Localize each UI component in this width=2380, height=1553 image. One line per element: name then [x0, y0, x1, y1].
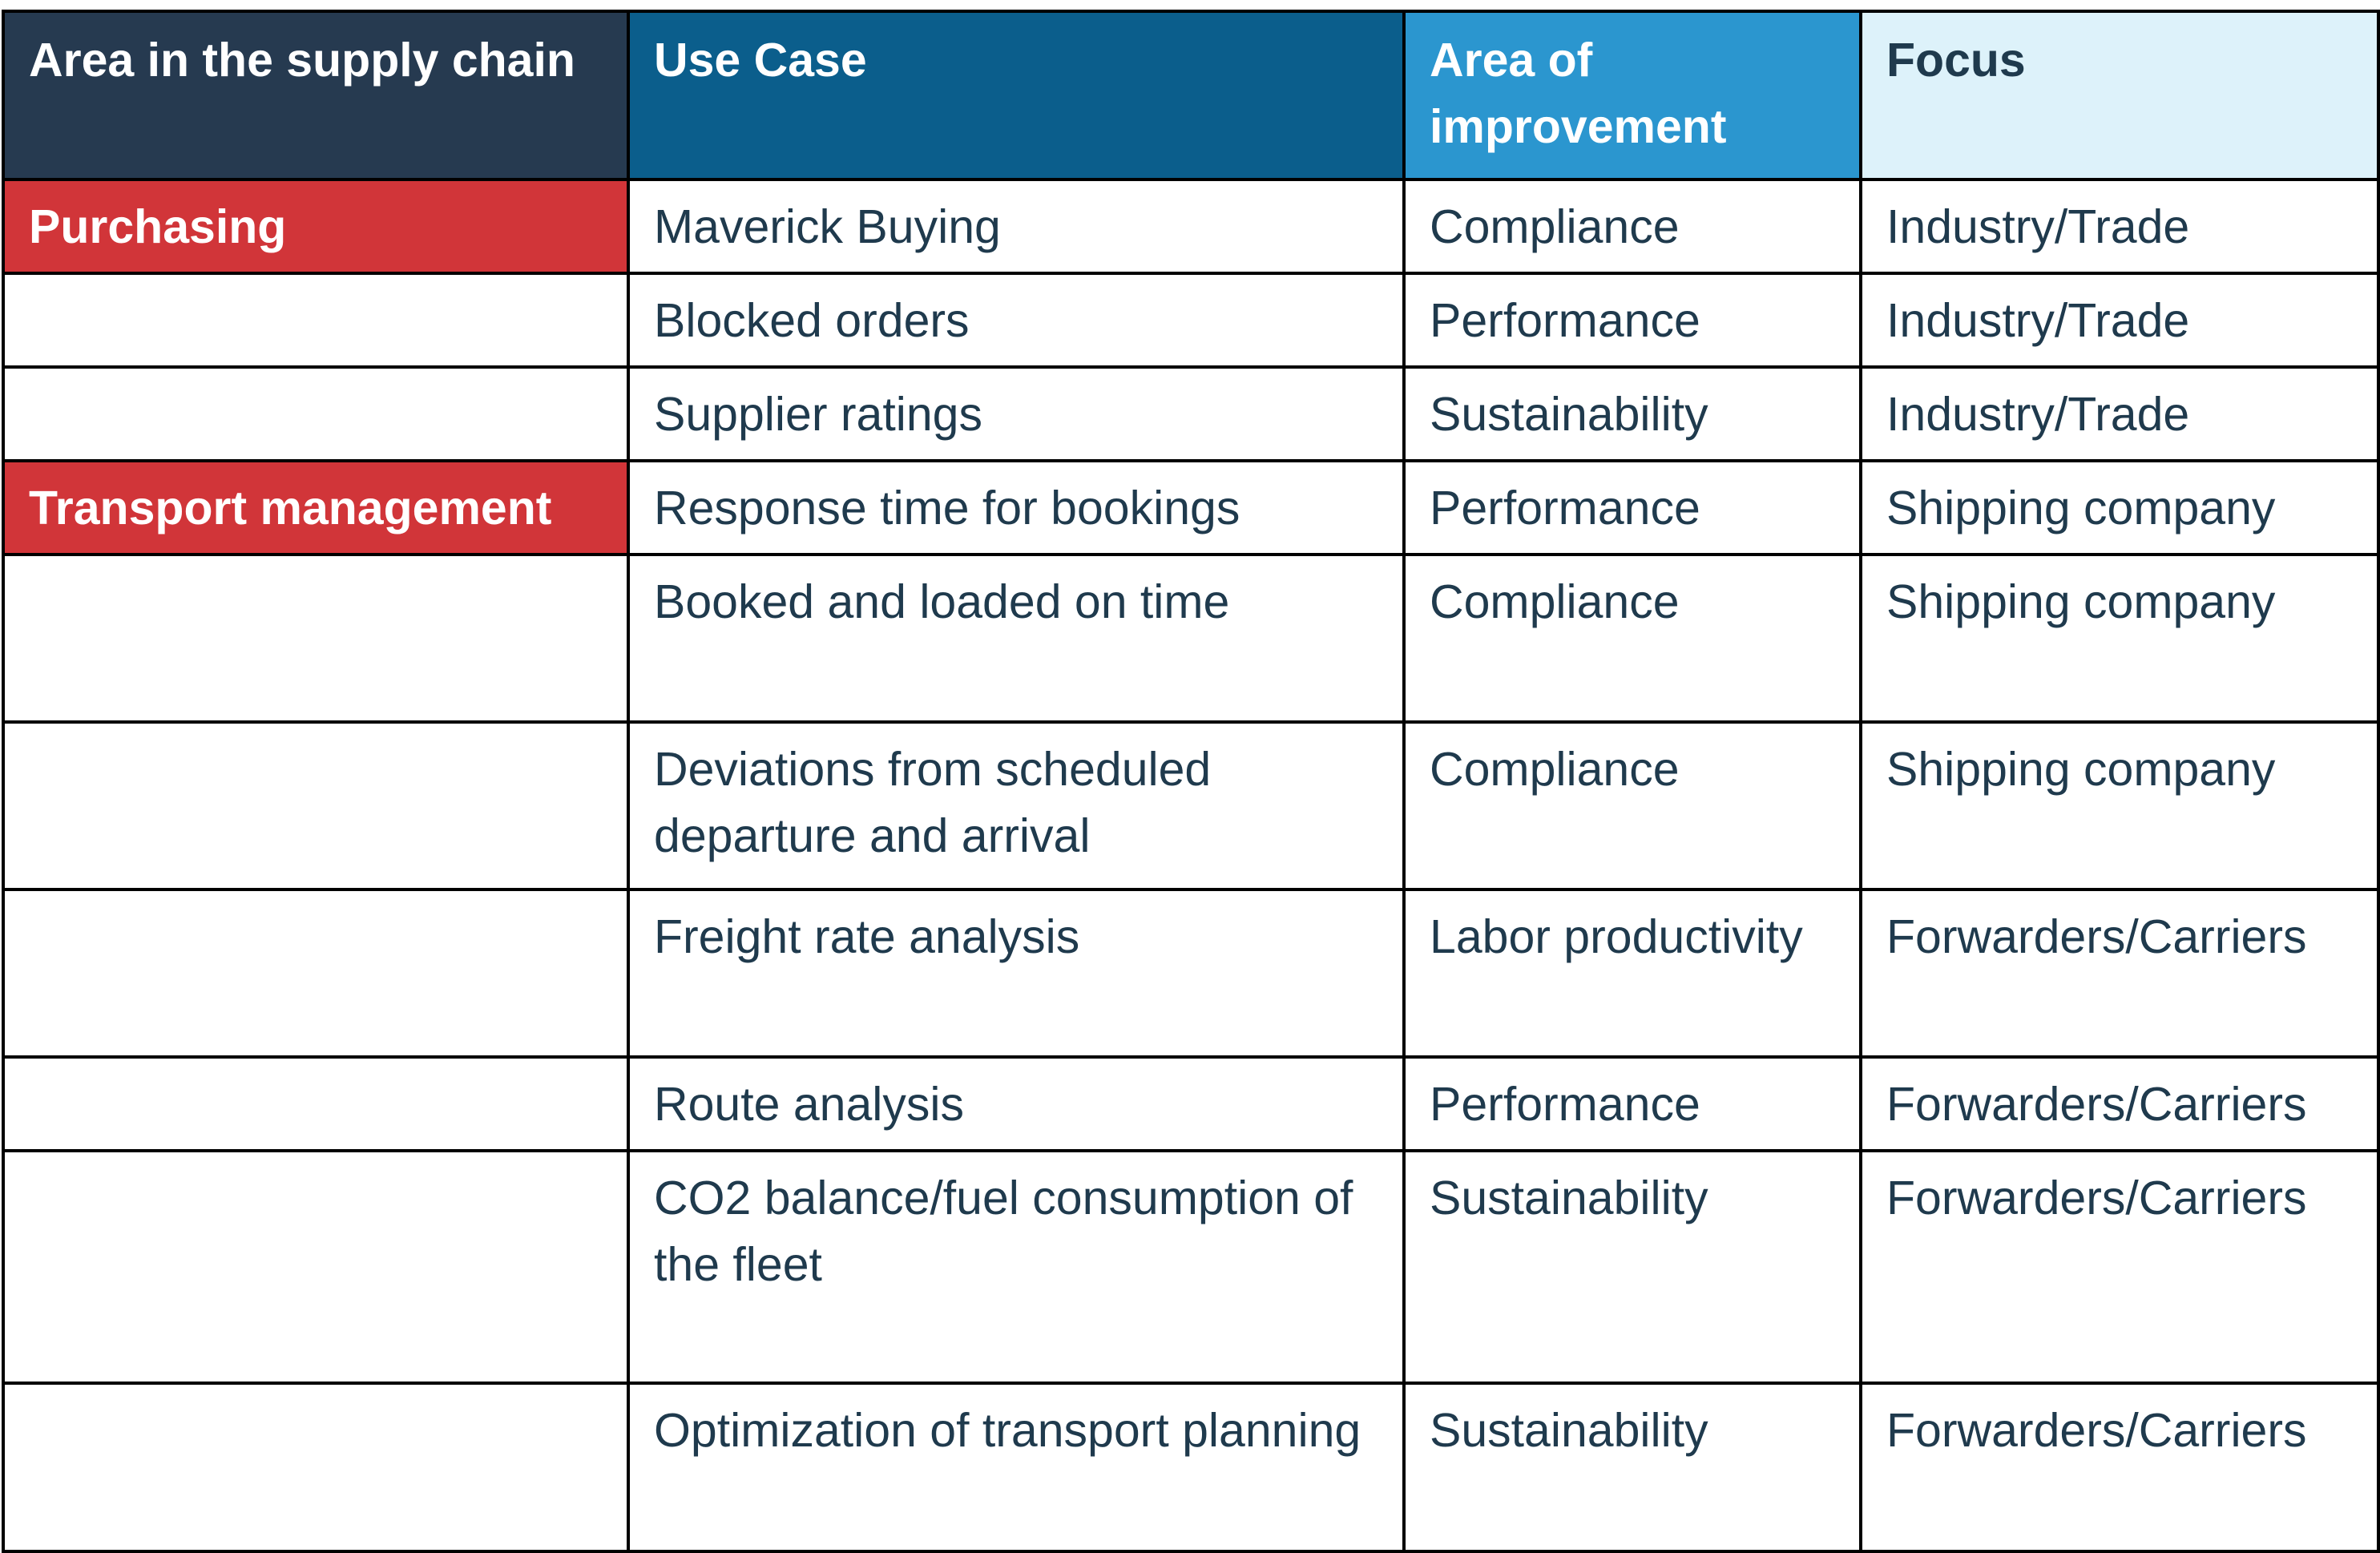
table-row: Purchasing Maverick Buying Compliance In… [2, 178, 2380, 275]
area-cell [2, 1149, 630, 1385]
header-area: Area in the supply chain [2, 10, 630, 181]
table-row: Freight rate analysis Labor productivity… [2, 888, 2380, 1059]
use-case-table: Area in the supply chain Use Case Area o… [2, 10, 2380, 1553]
use-case-cell: Route analysis [627, 1055, 1406, 1152]
use-case-cell: Blocked orders [627, 272, 1406, 369]
table-header: Area in the supply chain Use Case Area o… [2, 10, 2380, 181]
improvement-cell: Compliance [1402, 553, 1862, 724]
table-row: Optimization of transport planning Susta… [2, 1382, 2380, 1553]
focus-cell: Industry/Trade [1859, 272, 2380, 369]
focus-cell: Shipping company [1859, 459, 2380, 556]
use-case-cell: Deviations from scheduled departure and … [627, 720, 1406, 891]
improvement-cell: Performance [1402, 459, 1862, 556]
focus-cell: Industry/Trade [1859, 178, 2380, 275]
use-case-cell: Freight rate analysis [627, 888, 1406, 1059]
focus-cell: Forwarders/Carriers [1859, 888, 2380, 1059]
header-row: Area in the supply chain Use Case Area o… [2, 10, 2380, 181]
focus-cell: Shipping company [1859, 720, 2380, 891]
area-cell [2, 1055, 630, 1152]
improvement-cell: Sustainability [1402, 1149, 1862, 1385]
area-cell [2, 720, 630, 891]
improvement-cell: Labor productivity [1402, 888, 1862, 1059]
table-row: Blocked orders Performance Industry/Trad… [2, 272, 2380, 369]
improvement-cell: Performance [1402, 1055, 1862, 1152]
use-case-cell: Maverick Buying [627, 178, 1406, 275]
focus-cell: Industry/Trade [1859, 365, 2380, 462]
table-row: Supplier ratings Sustainability Industry… [2, 365, 2380, 462]
area-cell [2, 272, 630, 369]
use-case-cell: CO2 balance/fuel consumption of the flee… [627, 1149, 1406, 1385]
improvement-cell: Sustainability [1402, 1382, 1862, 1553]
use-case-cell: Optimization of transport planning [627, 1382, 1406, 1553]
table-row: Booked and loaded on time Compliance Shi… [2, 553, 2380, 724]
area-cell: Transport management [2, 459, 630, 556]
header-focus: Focus [1859, 10, 2380, 181]
header-use-case: Use Case [627, 10, 1406, 181]
area-cell [2, 553, 630, 724]
table-row: Deviations from scheduled departure and … [2, 720, 2380, 891]
area-cell: Purchasing [2, 178, 630, 275]
header-improvement: Area of improvement [1402, 10, 1862, 181]
table-row: CO2 balance/fuel consumption of the flee… [2, 1149, 2380, 1385]
improvement-cell: Performance [1402, 272, 1862, 369]
improvement-cell: Compliance [1402, 720, 1862, 891]
use-case-cell: Booked and loaded on time [627, 553, 1406, 724]
focus-cell: Forwarders/Carriers [1859, 1055, 2380, 1152]
area-cell [2, 1382, 630, 1553]
table-row: Route analysis Performance Forwarders/Ca… [2, 1055, 2380, 1152]
use-case-cell: Response time for bookings [627, 459, 1406, 556]
focus-cell: Shipping company [1859, 553, 2380, 724]
focus-cell: Forwarders/Carriers [1859, 1382, 2380, 1553]
focus-cell: Forwarders/Carriers [1859, 1149, 2380, 1385]
area-cell [2, 888, 630, 1059]
table-row: Transport management Response time for b… [2, 459, 2380, 556]
use-case-cell: Supplier ratings [627, 365, 1406, 462]
area-cell [2, 365, 630, 462]
improvement-cell: Compliance [1402, 178, 1862, 275]
improvement-cell: Sustainability [1402, 365, 1862, 462]
table-body: Purchasing Maverick Buying Compliance In… [2, 178, 2380, 1553]
